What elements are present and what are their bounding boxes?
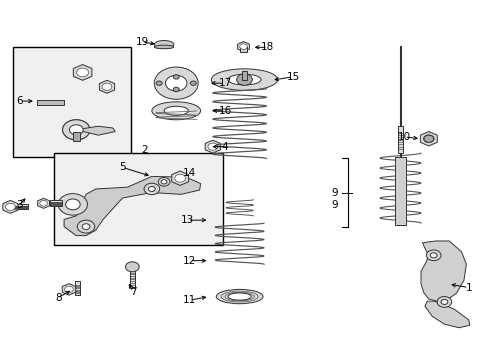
Text: 13: 13 [181,215,194,225]
Text: 9: 9 [331,188,337,198]
Bar [394,157,406,225]
Circle shape [173,75,179,79]
Circle shape [158,177,169,186]
Bar [242,71,246,80]
Text: 16: 16 [218,106,231,116]
Circle shape [148,186,155,192]
Bar [130,268,135,288]
Polygon shape [64,176,200,235]
Text: 2: 2 [141,144,147,154]
Bar [397,126,402,153]
Circle shape [426,250,440,261]
Ellipse shape [163,106,188,115]
Circle shape [174,174,185,182]
Circle shape [69,125,83,135]
Circle shape [436,297,451,307]
Circle shape [144,183,159,195]
Bar [239,46,247,51]
Circle shape [161,180,166,184]
Polygon shape [420,132,436,146]
Circle shape [154,67,198,99]
Circle shape [77,68,88,77]
Polygon shape [3,201,18,213]
Text: 14: 14 [183,168,196,178]
Ellipse shape [227,293,251,300]
Circle shape [62,120,90,140]
Polygon shape [99,80,114,93]
Circle shape [236,74,252,85]
Ellipse shape [152,102,200,120]
Polygon shape [205,140,220,153]
Circle shape [207,143,217,150]
Circle shape [82,224,90,229]
Text: 15: 15 [286,72,299,82]
Circle shape [5,203,15,211]
Bar [13,204,27,210]
Circle shape [77,220,95,233]
Bar [50,201,62,206]
Text: 11: 11 [183,295,196,305]
Circle shape [62,120,90,140]
Polygon shape [62,284,76,295]
Text: 3: 3 [16,200,22,210]
Circle shape [165,75,186,91]
Text: 7: 7 [130,287,136,297]
Circle shape [64,286,73,293]
Text: 19: 19 [135,37,148,47]
Bar [13,47,131,157]
Ellipse shape [227,74,261,85]
Ellipse shape [211,69,277,90]
Circle shape [102,83,112,90]
Text: 6: 6 [16,96,22,106]
Ellipse shape [154,41,173,48]
Text: 8: 8 [55,293,61,303]
Circle shape [440,300,447,305]
Circle shape [423,135,433,142]
Circle shape [190,81,196,85]
Circle shape [65,199,80,210]
Circle shape [239,44,247,49]
Ellipse shape [216,289,263,304]
Circle shape [40,201,47,206]
Text: 5: 5 [119,162,125,172]
Polygon shape [237,41,249,51]
Circle shape [423,135,433,143]
Circle shape [125,262,139,272]
Text: 1: 1 [465,283,471,293]
Text: 9: 9 [331,200,337,210]
Polygon shape [420,241,466,301]
Polygon shape [424,301,469,328]
Text: 10: 10 [397,132,410,142]
Ellipse shape [154,45,173,49]
Circle shape [429,253,436,258]
Circle shape [173,87,179,91]
Polygon shape [171,171,188,185]
Text: 12: 12 [183,256,196,266]
Text: 18: 18 [261,42,274,52]
Text: 17: 17 [218,78,231,88]
Bar [75,281,80,296]
Circle shape [156,81,162,85]
Polygon shape [73,64,92,80]
Bar [37,100,64,105]
Polygon shape [76,126,115,135]
Bar [54,153,222,244]
Bar [73,132,80,140]
Circle shape [58,194,87,215]
Text: 4: 4 [221,141,228,152]
Polygon shape [38,198,49,208]
